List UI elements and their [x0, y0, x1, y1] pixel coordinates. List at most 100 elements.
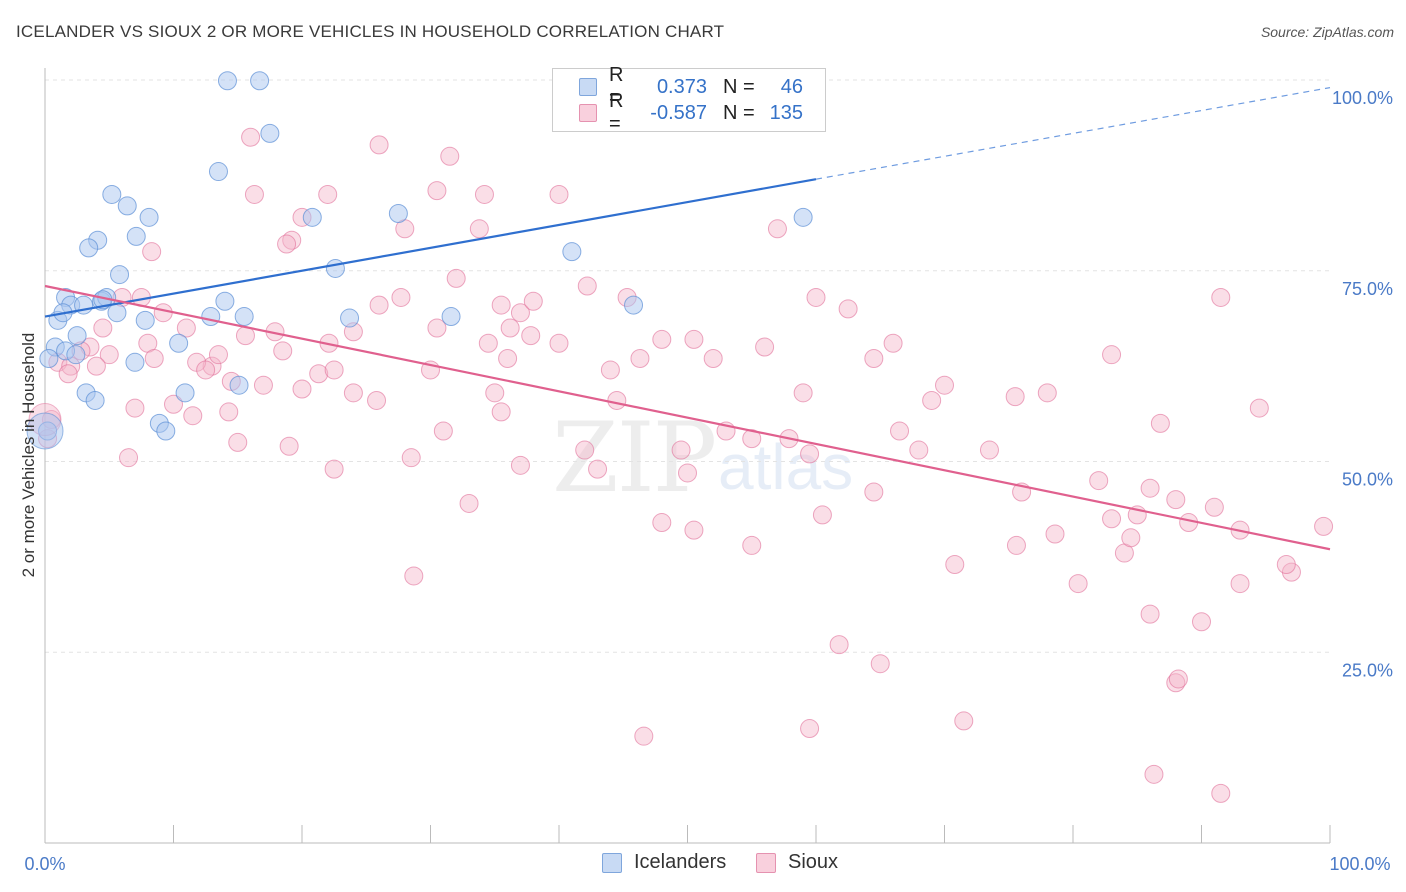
legend-item-icelanders[interactable]: Icelanders	[602, 851, 726, 874]
sioux-point	[652, 513, 672, 533]
sioux-point	[549, 333, 569, 353]
x-tick-label: 100.0%	[1329, 854, 1390, 874]
sioux-point	[324, 459, 344, 479]
watermark-atlas: atlas	[718, 431, 854, 503]
sioux-point	[742, 535, 762, 555]
sioux-point	[279, 436, 299, 456]
sioux-point	[253, 375, 273, 395]
legend-r-label: R =	[609, 64, 624, 109]
sioux-trend-line	[44, 284, 1331, 551]
sioux-point	[277, 234, 297, 254]
sioux-point	[671, 440, 691, 460]
icelander-point	[260, 123, 280, 143]
sioux-point	[1089, 471, 1109, 491]
sioux-point	[1068, 574, 1088, 594]
icelander-point	[793, 207, 813, 227]
sioux-point	[630, 348, 650, 368]
icelander-point	[135, 310, 155, 330]
sioux-point	[401, 448, 421, 468]
sioux-point	[500, 318, 520, 338]
sioux-point	[634, 726, 654, 746]
sioux-point	[1211, 783, 1231, 803]
icelander-point	[562, 242, 582, 262]
legend-n-label: N =	[723, 75, 755, 98]
sioux-point	[922, 390, 942, 410]
sioux-point	[678, 463, 697, 483]
icelander-point	[79, 238, 99, 258]
sioux-point	[324, 360, 344, 380]
sioux-point	[282, 230, 302, 250]
sioux-point	[446, 268, 466, 288]
tick-labels: 100.0% 75.0% 50.0% 25.0% 0.0% 100.0%	[24, 88, 1393, 874]
y-tick-label: 100.0%	[1332, 88, 1393, 108]
sioux-point	[369, 295, 389, 315]
legend-row-icelanders: R = 0.373 N = 46	[579, 64, 803, 109]
sioux-point	[883, 333, 903, 353]
icelander-trend-line	[44, 178, 817, 318]
sioux-point	[935, 375, 954, 395]
icelander-point	[107, 303, 127, 323]
sioux-point	[93, 318, 113, 338]
sioux-point	[241, 127, 261, 147]
icelander-point	[441, 307, 461, 327]
gridlines	[45, 79, 1330, 653]
sioux-point	[244, 184, 264, 204]
sioux-point	[684, 520, 704, 540]
sioux-point	[498, 348, 518, 368]
legend-r-value: -0.587	[650, 101, 707, 124]
sioux-point	[652, 329, 672, 349]
sioux-point	[153, 303, 173, 323]
sioux-point	[433, 421, 453, 441]
sioux-point	[459, 493, 479, 513]
sioux-point	[474, 184, 494, 204]
sioux-point	[800, 444, 820, 464]
sioux-point	[485, 383, 505, 403]
sioux-point	[228, 432, 248, 452]
sioux-point	[806, 287, 826, 307]
sioux-point	[491, 295, 511, 315]
sioux-point	[800, 719, 820, 739]
icelander-point	[169, 333, 189, 353]
sioux-point	[219, 402, 239, 422]
sioux-point	[440, 146, 460, 166]
y-tick-label: 75.0%	[1342, 279, 1393, 299]
icelander-point	[229, 375, 249, 395]
legend-swatch-icelanders	[602, 852, 622, 873]
icelander-point	[26, 412, 64, 450]
legend-r-label: R =	[609, 90, 624, 135]
legend-swatch-sioux	[756, 852, 776, 873]
sioux-point	[119, 448, 139, 468]
icelander-point	[117, 196, 137, 216]
sioux-point	[58, 364, 78, 384]
sioux-point	[1121, 528, 1141, 548]
axes	[44, 68, 1331, 844]
legend-swatch-icelanders	[579, 78, 597, 96]
sioux-point	[793, 383, 813, 403]
icelander-point	[156, 421, 176, 441]
sioux-point	[292, 379, 312, 399]
y-tick-label: 25.0%	[1342, 660, 1393, 680]
icelander-trend-extension	[815, 87, 1331, 180]
sioux-point	[427, 181, 447, 201]
sioux-point	[864, 348, 884, 368]
icelander-point	[325, 258, 345, 278]
sioux-point	[427, 318, 447, 338]
icelander-point	[39, 348, 59, 368]
icelander-point	[234, 307, 254, 327]
sioux-point	[1166, 490, 1186, 510]
sioux-point	[864, 482, 884, 502]
icelander-point	[67, 326, 87, 346]
icelander-point	[215, 291, 235, 311]
trend-lines	[44, 87, 1331, 551]
legend-label-sioux: Sioux	[788, 851, 839, 873]
sioux-point	[1005, 387, 1025, 407]
legend-n-label: N =	[723, 101, 755, 124]
legend-item-sioux[interactable]: Sioux	[756, 851, 838, 874]
sioux-point	[979, 440, 999, 460]
sioux-point	[142, 242, 162, 262]
sioux-points	[28, 127, 1334, 803]
sioux-point	[945, 555, 965, 575]
icelander-point	[66, 345, 86, 365]
sioux-point	[523, 291, 543, 311]
